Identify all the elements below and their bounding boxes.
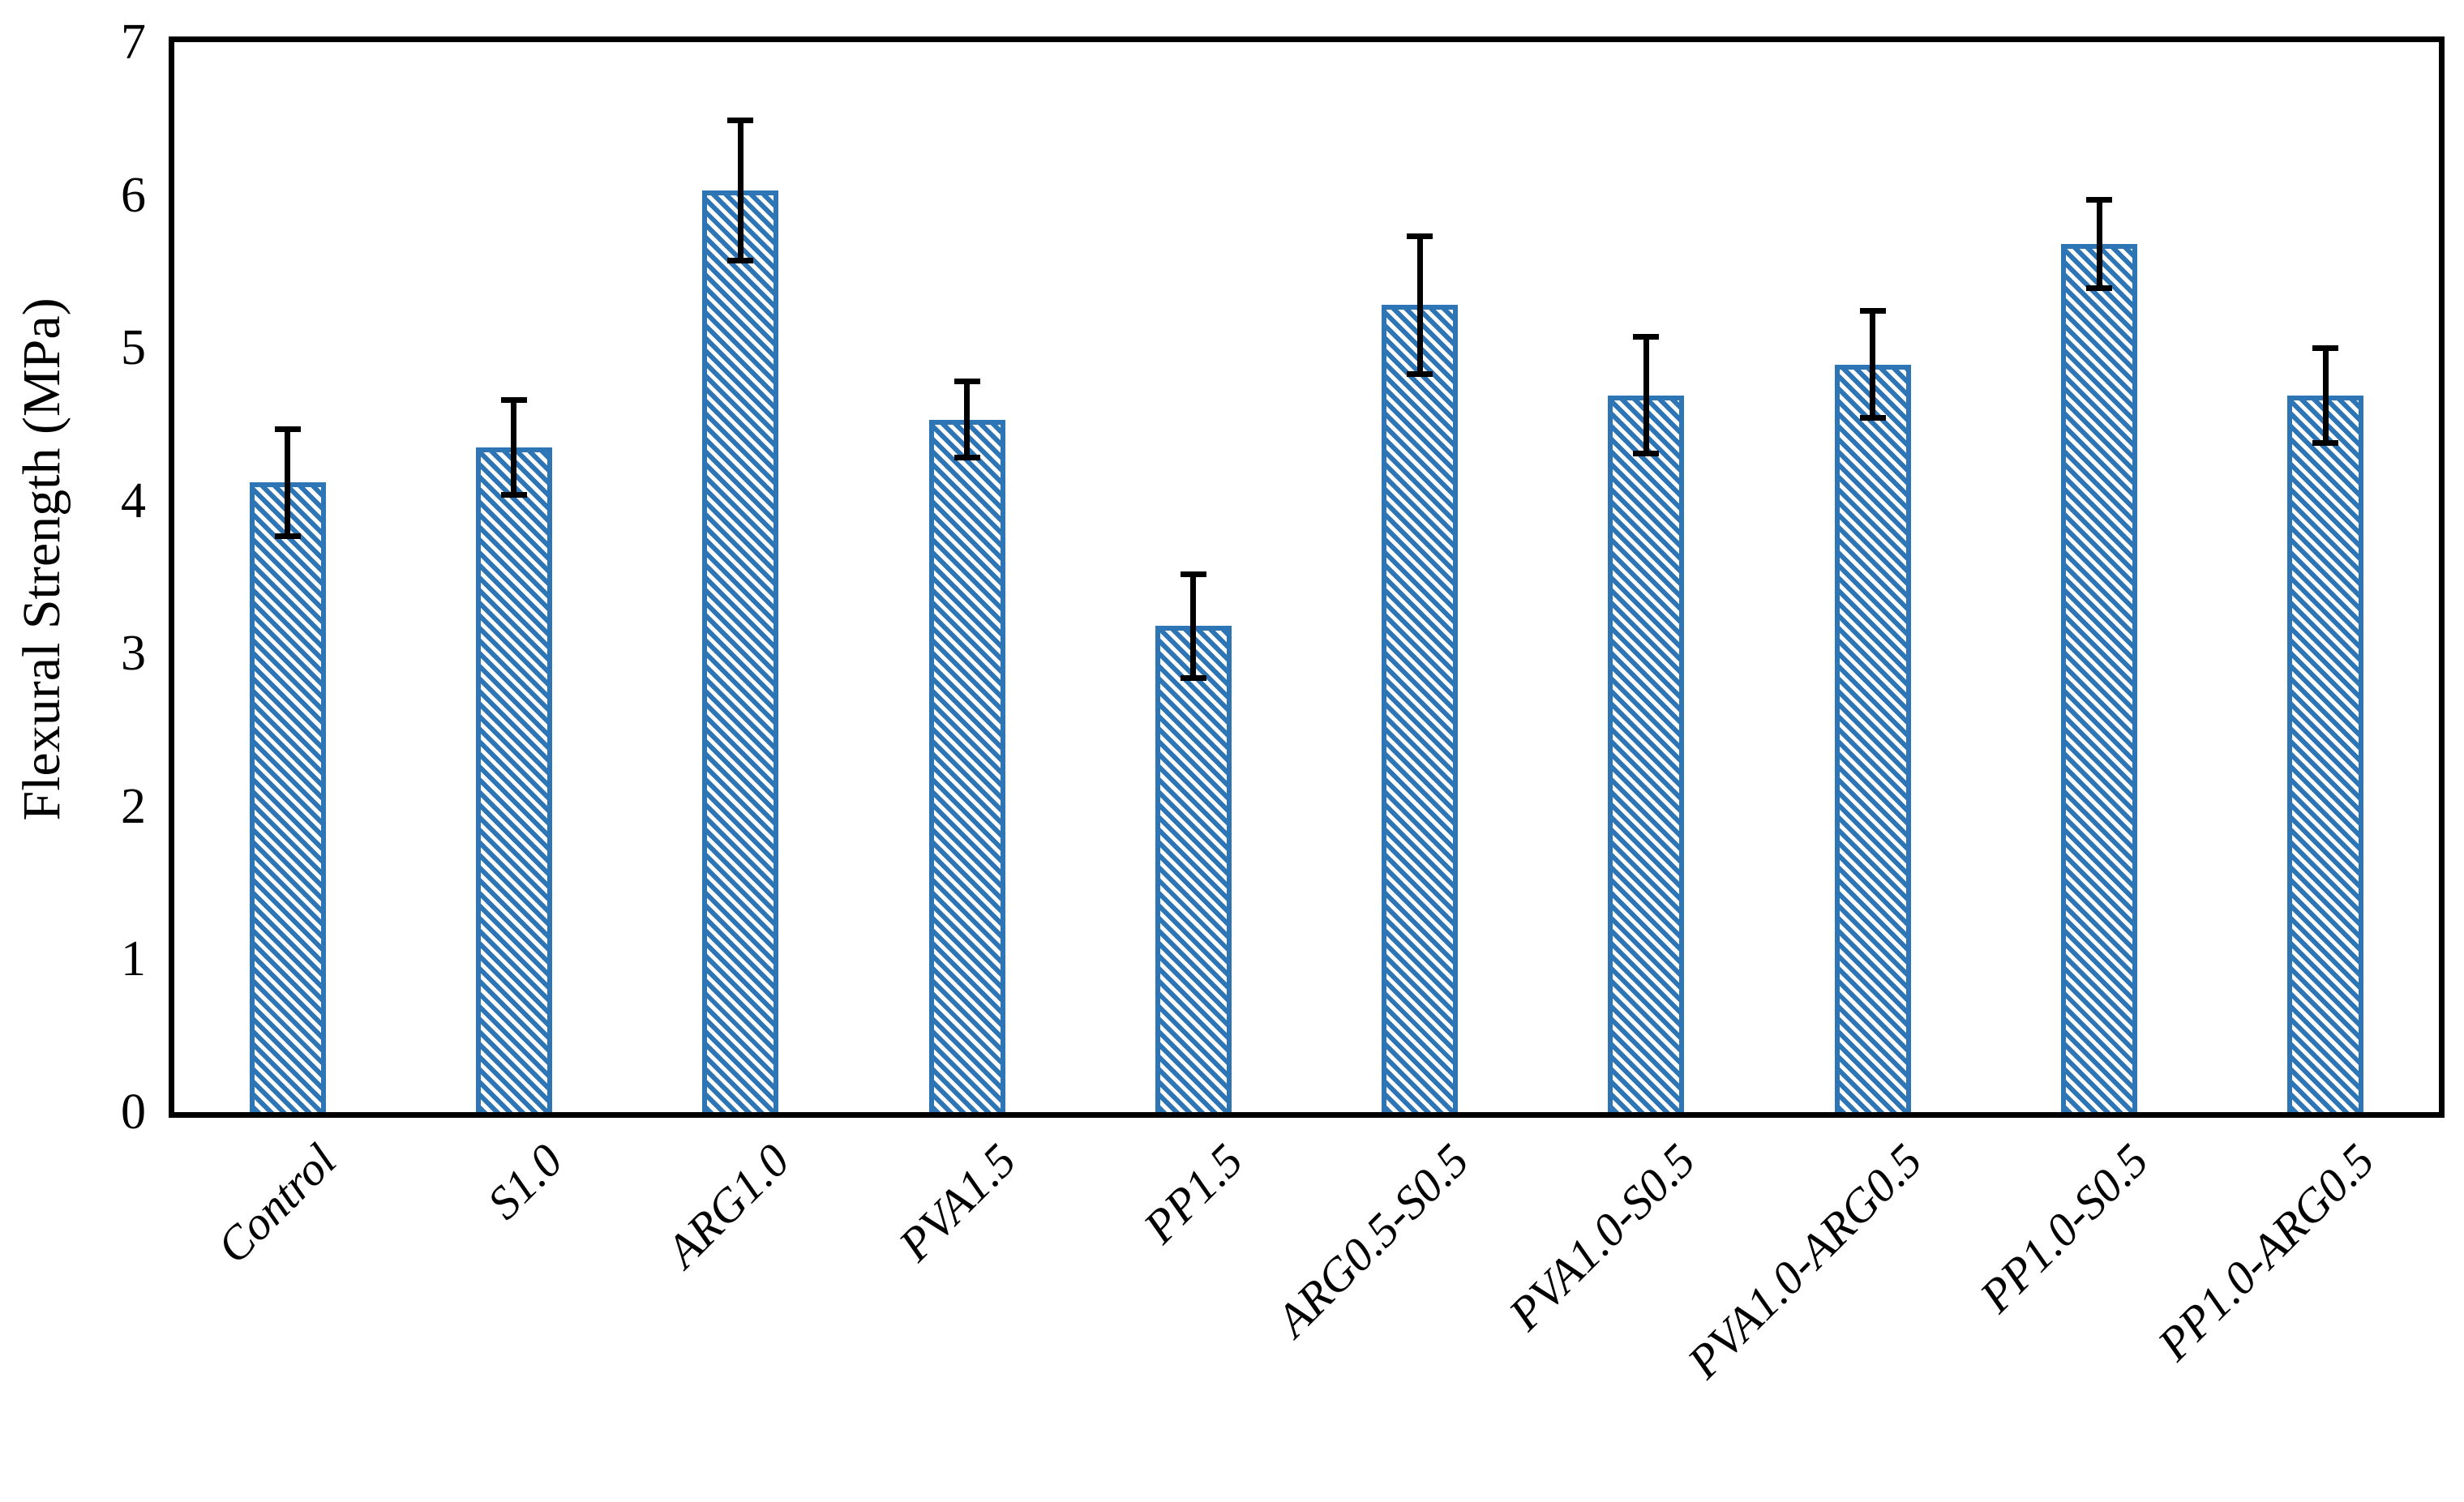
x-label-PVA1.0-S0.5: PVA1.0-S0.5: [1498, 1133, 1706, 1341]
bar-S1.0: [475, 447, 552, 1112]
x-label-PP1.0-S0.5: PP1.0-S0.5: [1969, 1133, 2158, 1323]
x-label-PP1.0-ARG0.5: PP1.0-ARG0.5: [2148, 1133, 2385, 1371]
error-bar-lower-cap-PVA1.5: [953, 455, 980, 461]
y-tick-label-2: 2: [121, 778, 146, 834]
error-bar-PVA1.0-ARG0.5: [1870, 310, 1876, 418]
error-bar-PVA1.0-S0.5: [1643, 336, 1649, 454]
error-bar-upper-cap-PP1.0-S0.5: [2086, 196, 2113, 203]
error-bar-upper-cap-ARG1.0: [727, 117, 754, 123]
error-bar-lower-cap-PP1.0-S0.5: [2086, 285, 2113, 292]
error-bar-PP1.0-ARG0.5: [2322, 348, 2329, 443]
x-label-PVA1.0-ARG0.5: PVA1.0-ARG0.5: [1677, 1133, 1932, 1389]
x-label-ARG0.5-S0.5: ARG0.5-S0.5: [1266, 1133, 1479, 1347]
error-bar-PP1.0-S0.5: [2096, 199, 2102, 289]
error-bar-lower-cap-PP1.5: [1180, 674, 1206, 681]
bar-PVA1.5: [928, 419, 1005, 1112]
y-tick-label-4: 4: [121, 473, 146, 528]
bar-PP1.5: [1155, 626, 1232, 1112]
error-bar-lower-cap-Control: [274, 533, 301, 539]
x-label-PVA1.5: PVA1.5: [888, 1133, 1026, 1272]
y-tick-label-6: 6: [121, 167, 146, 223]
y-tick-label-3: 3: [121, 626, 146, 682]
error-bar-lower-cap-PP1.0-ARG0.5: [2312, 439, 2339, 446]
y-tick-label-0: 0: [121, 1085, 146, 1140]
error-bar-lower-cap-PVA1.0-S0.5: [1633, 450, 1660, 456]
x-label-PP1.5: PP1.5: [1133, 1133, 1253, 1254]
error-bar-lower-cap-ARG1.0: [727, 258, 754, 264]
bar-PP1.0-S0.5: [2061, 243, 2138, 1112]
y-tick-label-1: 1: [121, 931, 146, 987]
bar-ARG1.0: [702, 190, 779, 1112]
error-bar-Control: [285, 429, 291, 537]
x-label-Control: Control: [207, 1133, 347, 1273]
error-bar-upper-cap-ARG0.5-S0.5: [1407, 233, 1433, 239]
error-bar-upper-cap-PVA1.0-S0.5: [1633, 334, 1660, 340]
error-bar-lower-cap-PVA1.0-ARG0.5: [1859, 415, 1886, 422]
error-bar-upper-cap-PP1.0-ARG0.5: [2312, 344, 2339, 351]
bar-Control: [249, 482, 326, 1112]
error-bar-upper-cap-PVA1.5: [953, 379, 980, 385]
bar-ARG0.5-S0.5: [1382, 305, 1459, 1112]
error-bar-ARG0.5-S0.5: [1416, 236, 1423, 374]
error-bar-lower-cap-S1.0: [500, 491, 527, 498]
bar-PVA1.0-S0.5: [1608, 395, 1685, 1112]
error-bar-upper-cap-Control: [274, 426, 301, 432]
y-tick-label-5: 5: [121, 320, 146, 376]
y-tick-label-7: 7: [121, 15, 146, 70]
error-bar-upper-cap-S1.0: [500, 396, 527, 403]
x-label-ARG1.0: ARG1.0: [655, 1133, 799, 1277]
bar-PVA1.0-ARG0.5: [1834, 364, 1911, 1112]
error-bar-ARG1.0: [737, 120, 743, 261]
error-bar-lower-cap-ARG0.5-S0.5: [1407, 370, 1433, 377]
error-bar-upper-cap-PP1.5: [1180, 571, 1206, 577]
error-bar-upper-cap-PVA1.0-ARG0.5: [1859, 308, 1886, 315]
x-label-S1.0: S1.0: [477, 1133, 573, 1230]
error-bar-PP1.5: [1190, 574, 1197, 678]
error-bar-S1.0: [511, 400, 517, 495]
error-bar-PVA1.5: [964, 381, 971, 458]
bar-PP1.0-ARG0.5: [2287, 395, 2364, 1112]
